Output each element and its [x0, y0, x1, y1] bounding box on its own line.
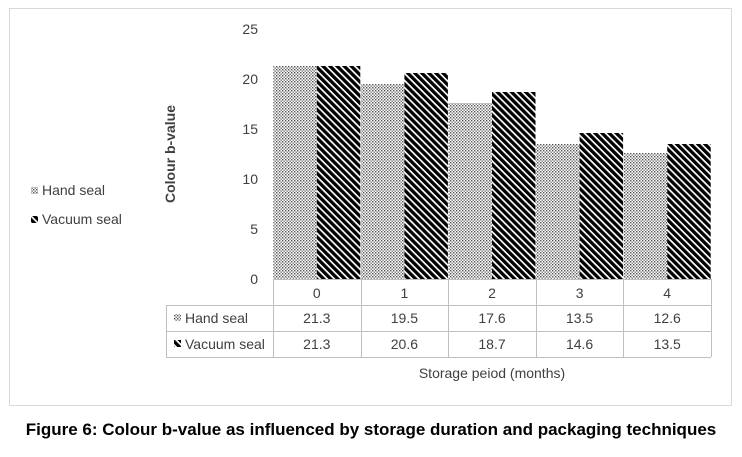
table-cell: 14.6: [566, 336, 593, 352]
x-tick-label: 1: [401, 285, 409, 301]
table-row-label: Hand seal: [185, 310, 248, 326]
bar-hand-seal: [273, 66, 317, 279]
table-legend-swatch: [174, 340, 181, 347]
bar-hand-seal: [536, 144, 580, 279]
bar-hand-seal: [360, 84, 405, 279]
y-tick-label: 10: [242, 171, 258, 187]
y-tick-label: 20: [242, 71, 258, 87]
table-cell: 21.3: [303, 336, 330, 352]
y-tick-label: 25: [242, 21, 258, 37]
x-tick-label: 3: [576, 285, 584, 301]
bar-vacuum-seal: [492, 92, 536, 279]
bar-hand-seal: [448, 103, 492, 279]
x-tick-label: 2: [488, 285, 496, 301]
legend: Hand seal Vacuum seal: [31, 182, 122, 227]
bars: [273, 66, 711, 279]
table-row-label: Vacuum seal: [185, 336, 265, 352]
legend-label: Hand seal: [42, 182, 105, 198]
bar-vacuum-seal: [404, 73, 448, 279]
y-axis-title: Colour b-value: [162, 105, 178, 203]
table-cell: 17.6: [478, 310, 505, 326]
bar-vacuum-seal: [316, 66, 361, 279]
y-tick-label: 5: [250, 221, 258, 237]
legend-label: Vacuum seal: [42, 211, 122, 227]
table-cell: 18.7: [478, 336, 505, 352]
y-tick-label: 15: [242, 121, 258, 137]
y-tick-label: 0: [250, 271, 258, 287]
legend-swatch: [31, 216, 38, 223]
x-axis-title: Storage peiod (months): [419, 365, 565, 381]
table-cell: 12.6: [654, 310, 681, 326]
table-cell: 21.3: [303, 310, 330, 326]
table-cell: 19.5: [391, 310, 418, 326]
figure-caption: Figure 6: Colour b-value as influenced b…: [25, 420, 717, 439]
data-table: 0 1 2 3 4 Hand seal 21.3 19.5 17.6 13.5 12.6 Vacuum…: [166, 279, 712, 358]
x-tick-label: 0: [313, 285, 321, 301]
x-tick-label: 4: [663, 285, 671, 301]
table-legend-swatch: [174, 314, 181, 321]
y-axis-tick-labels: 0 5 10 15 20 25: [242, 21, 258, 287]
bar-hand-seal: [623, 153, 668, 279]
legend-swatch: [31, 187, 38, 194]
table-cell: 13.5: [566, 310, 593, 326]
bar-vacuum-seal: [579, 133, 624, 279]
bar-vacuum-seal: [667, 144, 711, 279]
table-cell: 20.6: [391, 336, 418, 352]
table-cell: 13.5: [654, 336, 681, 352]
